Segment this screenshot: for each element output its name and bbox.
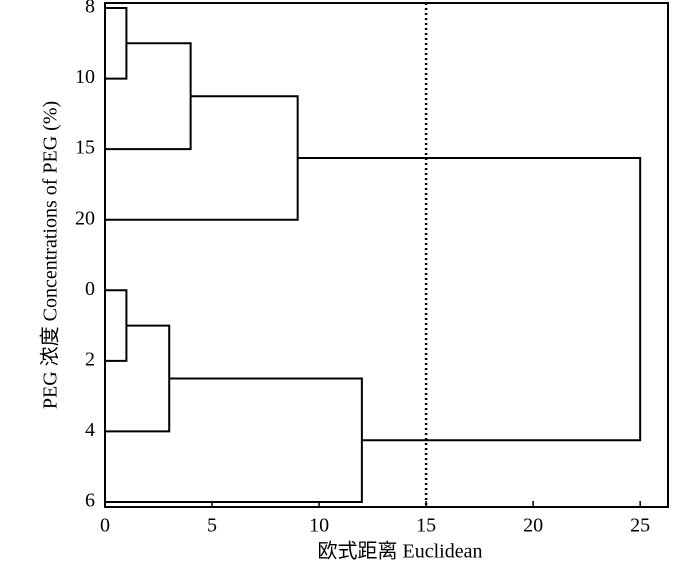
y-tick-label: 4 [85, 419, 95, 441]
dendrogram-link [105, 42, 192, 151]
x-tick-label: 25 [630, 515, 650, 537]
y-tick-label: 0 [85, 278, 95, 300]
x-tick-label: 10 [309, 515, 329, 537]
y-tick-label: 6 [85, 490, 95, 512]
x-tick-label: 15 [416, 515, 436, 537]
x-tick-label: 5 [207, 515, 217, 537]
x-tick-label: 0 [100, 515, 110, 537]
dendrogram-link [105, 289, 128, 362]
x-tick-label: 20 [523, 515, 543, 537]
y-axis-label: PEG 浓度 Concentrations of PEG (%) [39, 101, 62, 409]
plot-frame [104, 2, 669, 508]
y-tick-label: 15 [75, 137, 95, 159]
dendrogram-link [105, 377, 363, 503]
x-axis-label: 欧式距离 Euclidean [318, 540, 483, 563]
dendrogram-link [297, 156, 642, 442]
dendrogram-link [105, 324, 171, 433]
dendrogram-link [105, 7, 128, 80]
y-tick-label: 8 [85, 0, 95, 18]
y-tick-label: 20 [75, 207, 95, 229]
y-tick-label: 2 [85, 348, 95, 370]
y-tick-label: 10 [75, 66, 95, 88]
dendrogram-link [105, 95, 299, 221]
